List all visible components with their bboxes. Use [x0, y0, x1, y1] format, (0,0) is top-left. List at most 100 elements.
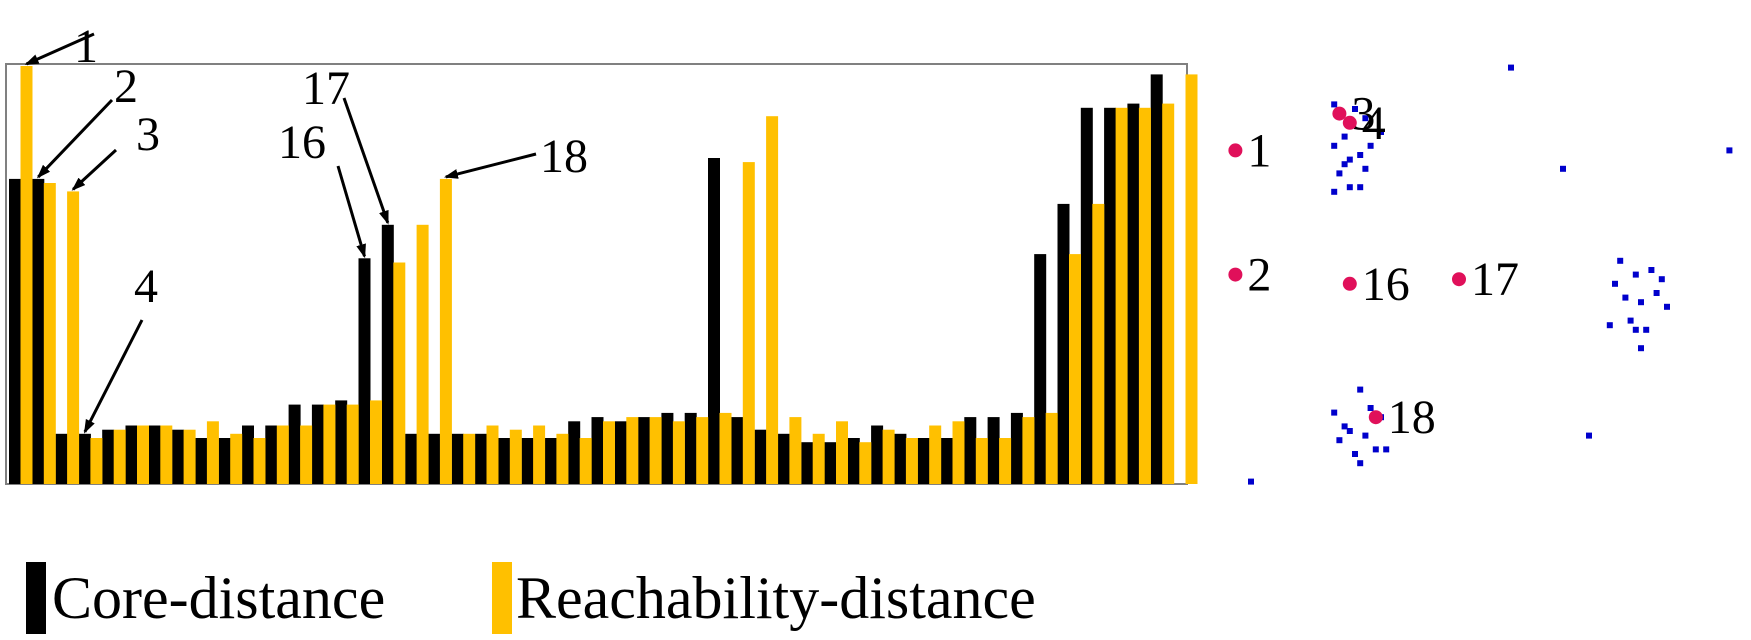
core-bar-35 — [801, 442, 814, 484]
point-16 — [1342, 276, 1357, 291]
core-bar-4 — [78, 433, 91, 484]
cluster-point-45 — [1586, 432, 1592, 439]
core-bar-19 — [428, 433, 441, 484]
reach-bar-49 — [1138, 107, 1151, 485]
labeled-points: 1 2 34 16 17 18 — [1228, 88, 1519, 444]
cluster-point-30 — [1648, 267, 1655, 273]
core-bar-14 — [311, 404, 324, 484]
annotation-label-1: 1 — [74, 20, 98, 73]
reach-bar-7 — [160, 425, 173, 484]
reach-bar-48 — [1115, 107, 1128, 485]
cluster-point-2 — [1352, 106, 1358, 112]
core-bar-15 — [335, 400, 348, 484]
annotation-arrow-1 — [24, 32, 95, 66]
cluster-point-36 — [1643, 326, 1650, 333]
core-bar-11 — [242, 425, 254, 484]
core-bar-26 — [591, 417, 604, 484]
core-bar-49 — [1127, 103, 1140, 484]
core-bar-6 — [125, 425, 138, 484]
point-1 — [1228, 143, 1243, 158]
core-bar-50 — [1150, 74, 1163, 485]
reach-bar-43 — [999, 438, 1012, 484]
reach-bar-26 — [603, 421, 615, 484]
core-bar-17 — [381, 224, 394, 485]
cluster-point-38 — [1638, 345, 1644, 352]
cluster-point-13 — [1357, 184, 1364, 191]
legend-reach-swatch — [492, 562, 512, 634]
cluster-point-3 — [1362, 115, 1369, 122]
core-bar-1 — [9, 178, 21, 484]
point-18 — [1368, 410, 1383, 425]
reach-bar-27 — [626, 417, 639, 484]
reach-bar-42 — [975, 438, 988, 484]
cluster-point-12 — [1331, 188, 1338, 195]
point-4 — [1342, 115, 1357, 130]
cluster-point-19 — [1346, 428, 1353, 434]
point-3 — [1332, 106, 1347, 121]
cluster-point-8 — [1341, 161, 1348, 168]
reach-bar-4 — [90, 438, 103, 484]
cluster-point-7 — [1367, 142, 1374, 149]
cluster-point-44 — [1726, 147, 1733, 154]
reach-bar-28 — [649, 417, 662, 484]
core-bar-31 — [708, 158, 720, 484]
reach-bar-17 — [393, 262, 406, 484]
annotation-label-4: 4 — [134, 260, 158, 313]
core-bar-9 — [195, 438, 208, 484]
cluster-point-4 — [1331, 142, 1338, 149]
reach-bar-11 — [253, 438, 266, 484]
reach-bar-13 — [300, 425, 313, 484]
cluster-point-42 — [1508, 64, 1514, 71]
core-bar-41 — [941, 438, 953, 484]
legend-core-swatch — [26, 562, 46, 634]
core-bar-44 — [1010, 412, 1023, 484]
core-distance-bars — [9, 74, 1163, 485]
cluster-point-22 — [1372, 446, 1379, 453]
cluster-point-43 — [1560, 165, 1566, 172]
annotation-arrow-18 — [443, 152, 537, 179]
core-bar-47 — [1080, 107, 1093, 485]
core-bar-23 — [521, 438, 534, 484]
reach-bar-23 — [533, 425, 546, 484]
cluster-point-32 — [1638, 299, 1644, 306]
core-bar-30 — [684, 412, 697, 484]
reach-bar-8 — [183, 429, 196, 484]
reach-bar-36 — [836, 421, 848, 484]
cluster-point-31 — [1622, 294, 1629, 301]
point-2 — [1228, 267, 1243, 282]
annotation-arrow-16 — [336, 165, 366, 259]
cluster-point-10 — [1362, 165, 1369, 172]
cluster-point-41 — [1632, 326, 1639, 333]
legend-core-label: Core-distance — [52, 565, 385, 631]
core-bar-36 — [824, 442, 837, 484]
annotation-arrow-2 — [36, 98, 114, 179]
core-bar-42 — [964, 417, 977, 484]
reach-bar-22 — [509, 429, 522, 484]
core-bar-24 — [544, 438, 557, 484]
point-label-17: 17 — [1471, 253, 1519, 306]
reach-bar-40 — [929, 425, 942, 484]
core-bar-12 — [265, 425, 278, 484]
cluster-point-25 — [1383, 446, 1390, 453]
reach-bar-2 — [43, 183, 56, 484]
cluster-point-29 — [1632, 271, 1639, 278]
reach-bar-34 — [789, 417, 802, 484]
reach-bar-39 — [905, 438, 918, 484]
core-bar-18 — [405, 433, 418, 484]
core-bar-37 — [847, 438, 860, 484]
reach-bar-14 — [323, 404, 336, 484]
reach-bar-18 — [416, 224, 429, 485]
reach-bar-38 — [882, 429, 895, 484]
annotation-arrow-4 — [83, 319, 144, 434]
core-bar-3 — [55, 433, 68, 484]
cluster-point-5 — [1357, 152, 1364, 158]
point-label-16: 16 — [1362, 258, 1410, 311]
cluster-point-24 — [1341, 423, 1348, 430]
reach-bar-35 — [812, 433, 825, 484]
point-label-2: 2 — [1247, 249, 1271, 302]
reach-bar-50 — [1162, 103, 1175, 484]
reach-bar-20 — [463, 433, 476, 484]
